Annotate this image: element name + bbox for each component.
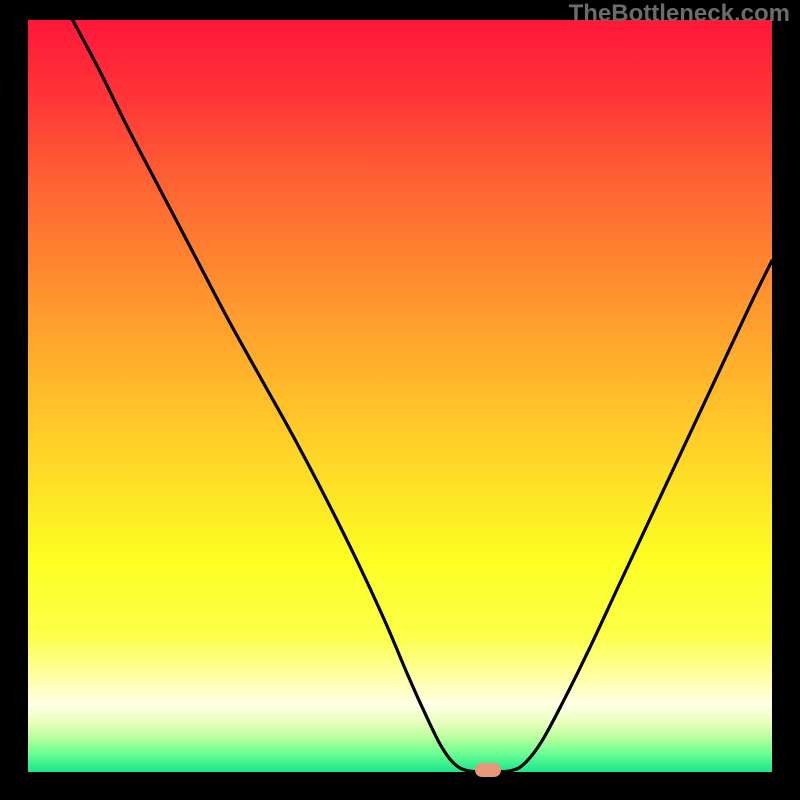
plot-area [28, 20, 772, 772]
chart-frame: TheBottleneck.com [0, 0, 800, 800]
optimal-marker [475, 763, 501, 777]
bottleneck-curve [28, 20, 772, 772]
watermark-text: TheBottleneck.com [569, 0, 790, 28]
